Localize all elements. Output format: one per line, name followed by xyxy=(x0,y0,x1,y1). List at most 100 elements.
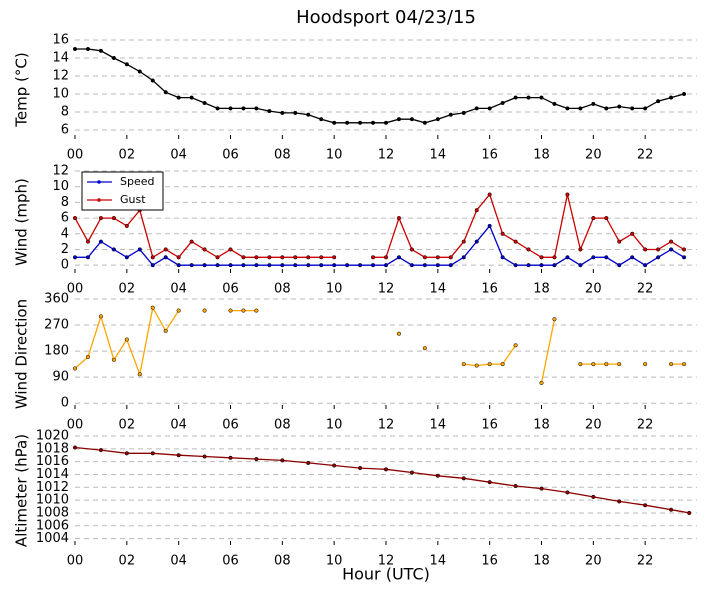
point xyxy=(565,490,570,495)
y-tick-label: 360 xyxy=(44,292,69,307)
point xyxy=(137,372,142,377)
point xyxy=(435,117,440,122)
x-tick-label: 16 xyxy=(481,554,498,569)
x-tick-label: 02 xyxy=(119,554,136,569)
point xyxy=(176,95,181,100)
x-tick-label: 10 xyxy=(326,418,343,433)
point xyxy=(565,192,570,197)
point xyxy=(280,110,285,115)
point xyxy=(591,494,596,499)
point xyxy=(332,463,337,468)
point xyxy=(267,263,272,268)
point xyxy=(72,255,78,260)
point xyxy=(396,331,402,336)
x-tick-label: 16 xyxy=(481,418,498,433)
point xyxy=(617,499,622,504)
point xyxy=(474,208,479,213)
point xyxy=(630,231,635,236)
point xyxy=(202,263,207,268)
point xyxy=(241,263,246,268)
y-axis-label: Wind Direction xyxy=(13,299,31,409)
x-tick-label: 10 xyxy=(326,148,343,163)
point xyxy=(176,263,181,268)
y-tick-label: 1004 xyxy=(36,531,69,546)
point xyxy=(228,263,233,268)
point xyxy=(474,106,479,111)
point xyxy=(319,263,324,268)
y-tick-label: 1008 xyxy=(36,505,69,520)
series-line xyxy=(75,48,685,124)
point xyxy=(241,106,246,111)
point xyxy=(409,263,414,268)
point xyxy=(241,308,246,313)
point xyxy=(643,106,648,111)
point xyxy=(202,247,207,252)
y-tick-label: 1010 xyxy=(36,493,69,508)
point xyxy=(552,255,557,260)
point xyxy=(500,255,505,260)
point xyxy=(306,460,311,465)
x-tick-label: 14 xyxy=(430,554,447,569)
point xyxy=(98,216,103,221)
point xyxy=(526,95,531,100)
point xyxy=(409,470,414,475)
point xyxy=(643,263,648,268)
x-tick-label: 22 xyxy=(637,418,654,433)
point xyxy=(383,263,389,268)
point xyxy=(604,106,609,111)
point xyxy=(669,507,674,512)
x-tick-label: 08 xyxy=(274,554,291,569)
point xyxy=(176,453,181,458)
point xyxy=(422,263,427,268)
point xyxy=(358,263,363,268)
point xyxy=(513,343,518,348)
y-tick-label: 2 xyxy=(61,242,69,257)
point xyxy=(669,95,674,100)
y-tick-label: 8 xyxy=(61,195,69,210)
point xyxy=(435,255,440,260)
point xyxy=(150,305,155,310)
point xyxy=(552,317,557,322)
x-tick-label: 00 xyxy=(67,148,84,163)
point xyxy=(228,308,233,313)
point xyxy=(604,216,609,221)
point xyxy=(396,216,402,221)
point xyxy=(513,239,518,244)
point xyxy=(461,362,466,367)
chart-title: Hoodsport 04/23/15 xyxy=(296,7,476,28)
point xyxy=(617,104,622,109)
point xyxy=(681,255,687,260)
y-tick-label: 1012 xyxy=(36,480,69,495)
point xyxy=(370,263,376,268)
point xyxy=(435,263,440,268)
point xyxy=(228,106,233,111)
point xyxy=(539,486,544,491)
point xyxy=(448,255,453,260)
point xyxy=(539,263,544,268)
point xyxy=(513,263,518,268)
y-tick-label: 1018 xyxy=(36,441,69,456)
point xyxy=(280,255,285,260)
legend-label: Speed xyxy=(120,175,154,188)
point xyxy=(293,110,298,115)
point xyxy=(474,239,479,244)
x-tick-label: 20 xyxy=(585,282,602,297)
y-tick-label: 8 xyxy=(61,105,69,120)
series-line xyxy=(75,224,685,267)
point xyxy=(202,100,207,106)
point xyxy=(565,106,570,111)
point xyxy=(448,112,453,117)
point xyxy=(202,308,207,313)
point xyxy=(422,255,427,260)
point xyxy=(189,239,194,244)
point xyxy=(643,247,648,252)
x-tick-label: 16 xyxy=(481,282,498,297)
y-tick-label: 6 xyxy=(61,123,69,138)
point xyxy=(422,346,427,351)
point xyxy=(176,308,181,313)
y-axis-label: Temp (°C) xyxy=(13,52,31,127)
point xyxy=(306,112,311,117)
point xyxy=(137,69,142,74)
point xyxy=(643,503,648,508)
point xyxy=(461,239,466,244)
